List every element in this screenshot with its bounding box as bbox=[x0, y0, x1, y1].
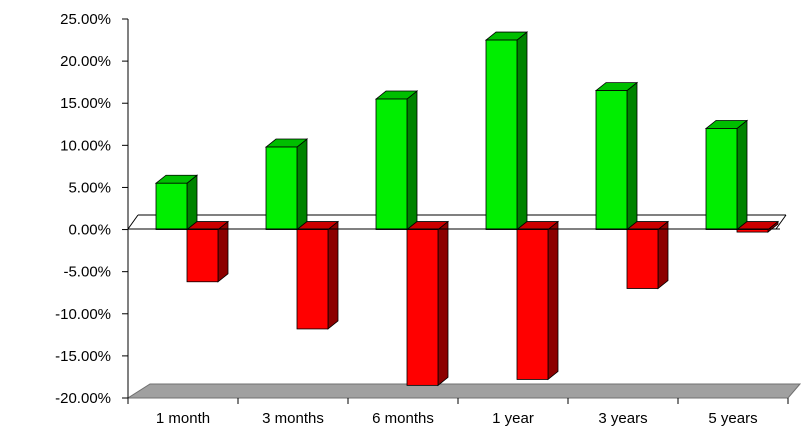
bar-front bbox=[297, 230, 328, 329]
bar-front bbox=[376, 99, 407, 230]
bar-front bbox=[596, 91, 627, 230]
y-tick-label: 20.00% bbox=[60, 53, 111, 70]
bar-positive bbox=[706, 120, 747, 229]
bar-front bbox=[706, 128, 737, 229]
bar-positive bbox=[376, 91, 417, 230]
x-tick-label: 6 months bbox=[372, 410, 434, 427]
bar-side bbox=[737, 120, 747, 229]
x-axis-labels: 1 month 3 months 6 months 1 year 3 years 5 ye… bbox=[156, 410, 758, 427]
bar-negative bbox=[187, 222, 228, 282]
bar-positive bbox=[486, 32, 527, 230]
y-tick-label: 25.00% bbox=[60, 11, 111, 28]
y-tick-label: -20.00% bbox=[55, 390, 111, 407]
bar-side bbox=[627, 83, 637, 230]
bar-side bbox=[328, 222, 338, 329]
bar-front bbox=[266, 147, 297, 230]
bar-negative bbox=[297, 222, 338, 329]
bar-front bbox=[486, 40, 517, 230]
x-tick-label: 1 year bbox=[492, 410, 534, 427]
y-tick-label: 10.00% bbox=[60, 137, 111, 154]
y-tick-label: -10.00% bbox=[55, 306, 111, 323]
y-tick-label: -5.00% bbox=[63, 264, 111, 281]
x-tick-label: 3 years bbox=[598, 410, 647, 427]
x-tick-label: 5 years bbox=[708, 410, 757, 427]
bar-side bbox=[407, 91, 417, 230]
bar-side bbox=[438, 222, 448, 386]
y-tick-label: 0.00% bbox=[68, 222, 111, 239]
bar-negative bbox=[407, 222, 448, 386]
bars bbox=[156, 32, 778, 385]
x-axis-ticks bbox=[128, 398, 788, 404]
bar-side bbox=[517, 32, 527, 230]
bar-positive bbox=[266, 139, 307, 230]
bar-positive bbox=[156, 175, 197, 229]
bar-front bbox=[517, 230, 548, 380]
bar-negative bbox=[627, 222, 668, 289]
bar-front bbox=[627, 230, 658, 289]
bar-side bbox=[297, 139, 307, 230]
bar-front bbox=[187, 230, 218, 282]
y-tick-label: 15.00% bbox=[60, 95, 111, 112]
y-tick-label: 5.00% bbox=[68, 179, 111, 196]
bar-side bbox=[658, 222, 668, 289]
bar-side bbox=[548, 222, 558, 380]
bar-side bbox=[218, 222, 228, 282]
bar-side bbox=[187, 175, 197, 229]
bar-negative bbox=[517, 222, 558, 380]
bar-front bbox=[737, 230, 768, 233]
y-axis-ticks: 25.00% 20.00% 15.00% 10.00% 5.00% 0.00% -5.00%… bbox=[55, 11, 128, 407]
bar-front bbox=[156, 183, 187, 229]
y-tick-label: -15.00% bbox=[55, 348, 111, 365]
bar-positive bbox=[596, 83, 637, 230]
chart-floor bbox=[128, 384, 800, 398]
x-tick-label: 3 months bbox=[262, 410, 324, 427]
x-tick-label: 1 month bbox=[156, 410, 210, 427]
bar-front bbox=[407, 230, 438, 386]
